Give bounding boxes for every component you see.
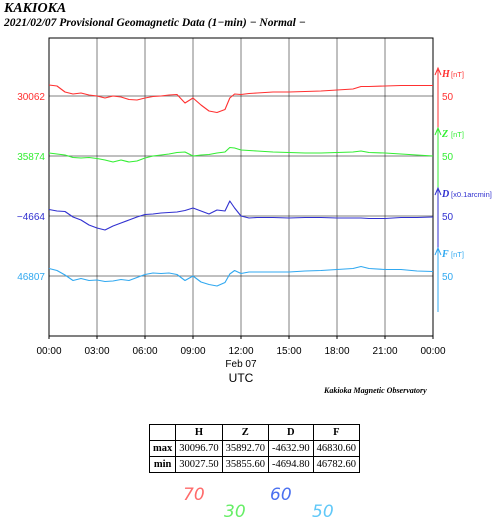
series-scale-h: 50 — [442, 92, 454, 103]
series-line-d — [48, 200, 434, 231]
series-ref-label-z: 35874 — [17, 152, 45, 163]
table-cell: -4632.90 — [268, 440, 314, 457]
table-cell: -4694.80 — [268, 456, 314, 473]
table-row: min 30027.50 35855.60 -4694.80 46782.60 — [148, 456, 361, 473]
x-tick-label: 03:00 — [84, 346, 109, 357]
observatory-credit: Kakioka Magnetic Observatory — [324, 386, 427, 395]
arrow-head-icon — [434, 186, 442, 196]
scale-label-z: 30 — [224, 502, 246, 522]
scale-label-f: 50 — [312, 502, 334, 522]
station-title: KAKIOKA — [4, 1, 67, 16]
x-tick-label: 21:00 — [372, 346, 397, 357]
series-name-f: F — [441, 249, 449, 260]
series-name-d: D — [441, 189, 449, 200]
series-ref-label-f: 46807 — [17, 272, 45, 283]
x-tick-label: 12:00 — [228, 346, 253, 357]
table-header-cell: H — [175, 424, 223, 441]
table-cell: 46782.60 — [312, 456, 361, 473]
series-scale-f: 50 — [442, 272, 454, 283]
series-line-f — [48, 265, 434, 287]
table-cell: 30027.50 — [175, 456, 223, 473]
table-header-row: H Z D F — [148, 424, 361, 441]
x-tick-label: 15:00 — [276, 346, 301, 357]
x-tick-label: 09:00 — [180, 346, 205, 357]
table-header-cell: Z — [221, 424, 270, 441]
series-scale-z: 50 — [442, 152, 454, 163]
arrow-head-icon — [434, 126, 442, 136]
right-axes: H [nT]50Z [nT]50D [x0.1arcmin]50F [nT]50 — [434, 66, 492, 312]
x-tick-label: 00:00 — [420, 346, 445, 357]
table-row-label: min — [148, 456, 177, 473]
x-tick-label: 18:00 — [324, 346, 349, 357]
series-line-h — [48, 84, 433, 114]
series-scale-d: 50 — [442, 212, 454, 223]
scale-label-d: 60 — [270, 485, 292, 505]
table-header-cell: F — [312, 424, 361, 441]
chart-subtitle: 2021/02/07 Provisional Geomagnetic Data … — [4, 17, 306, 29]
arrow-head-icon — [434, 66, 442, 76]
series-unit-f: [nT] — [451, 250, 464, 259]
x-tick-label: 06:00 — [132, 346, 157, 357]
min-max-table: H Z D F max 30096.70 35892.70 -4632.90 4… — [148, 424, 361, 473]
series-unit-d: [x0.1arcmin] — [451, 190, 492, 199]
x-axis-label: UTC — [229, 371, 254, 385]
series-ref-label-h: 30062 — [17, 92, 45, 103]
table-row-label: max — [148, 440, 177, 457]
date-label: Feb 07 — [225, 359, 257, 370]
scale-label-h: 70 — [183, 485, 205, 505]
table-cell: 46830.60 — [312, 440, 361, 457]
series-name-h: H — [441, 69, 451, 80]
series-layer: 30062 35874 −4664 46807 — [17, 84, 434, 287]
series-unit-z: [nT] — [451, 130, 464, 139]
series-name-z: Z — [441, 129, 448, 140]
table-cell: 30096.70 — [175, 440, 223, 457]
table-cell: 35855.60 — [221, 456, 270, 473]
x-axis: 00:00 03:00 06:00 09:00 12:00 15:00 18:00 21:00… — [36, 336, 446, 385]
series-line-z — [48, 146, 434, 163]
table-header-cell — [148, 424, 177, 441]
table-cell: 35892.70 — [221, 440, 270, 457]
table-header-cell: D — [268, 424, 314, 441]
x-tick-label: 00:00 — [36, 346, 61, 357]
series-unit-h: [nT] — [451, 70, 464, 79]
series-ref-label-d: −4664 — [17, 212, 46, 223]
grid-lines — [49, 38, 433, 336]
arrow-head-icon — [434, 246, 442, 256]
table-row: max 30096.70 35892.70 -4632.90 46830.60 — [148, 440, 361, 457]
